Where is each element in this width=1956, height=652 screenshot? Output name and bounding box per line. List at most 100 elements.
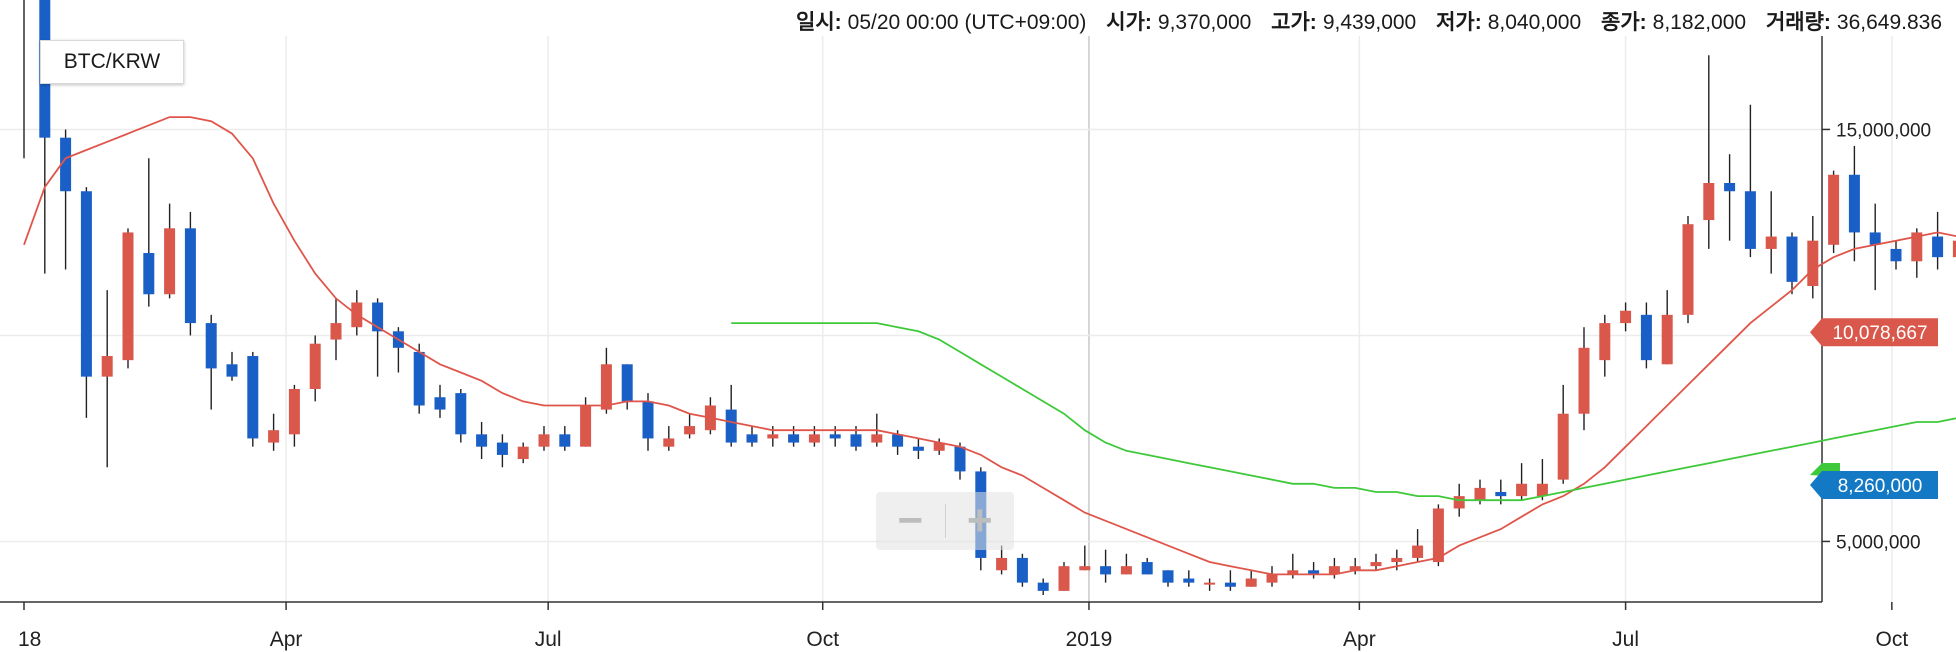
price-badge-label: 8,260,000 [1838, 476, 1923, 497]
candle-body [1204, 582, 1216, 585]
zoom-divider [944, 504, 946, 538]
candle-body [933, 442, 945, 451]
moving-average-red [23, 116, 1956, 576]
candle-body [1058, 566, 1070, 591]
zoom-in-button[interactable]: + [966, 496, 993, 545]
zoom-control: − + [876, 492, 1014, 550]
x-tick-label: Oct [806, 628, 839, 651]
price-badge [1810, 471, 1938, 499]
candle-body [580, 405, 592, 447]
candle-body [226, 364, 238, 377]
candle-body [1765, 236, 1777, 249]
candle-body [143, 253, 155, 295]
candle-body [912, 446, 924, 451]
candle-body [1744, 191, 1756, 249]
close-label: 종가: [1601, 11, 1647, 34]
open-label: 시가: [1106, 11, 1152, 34]
candle-body [372, 302, 384, 332]
candle-body [788, 434, 800, 443]
x-tick-label: Oct [1876, 628, 1909, 651]
date-label: 일시: [796, 11, 842, 34]
candle-body [164, 228, 176, 295]
candle-body [559, 434, 571, 447]
candle-body [621, 364, 633, 402]
x-tick-label: Jul [1612, 628, 1639, 651]
candle-body [80, 191, 92, 377]
candle-body [1328, 566, 1340, 575]
x-tick-label: 18 [18, 628, 41, 651]
candle-body [1911, 232, 1923, 262]
open-value: 9,370,000 [1157, 11, 1252, 34]
candle-body [1474, 487, 1486, 501]
candle-body [268, 430, 280, 443]
candle-body [642, 401, 654, 439]
candle-body [1682, 224, 1694, 315]
candle-body [1245, 578, 1257, 587]
candle-body [1016, 557, 1028, 583]
candle-body [330, 323, 342, 340]
price-badge [1810, 318, 1938, 347]
candle-body [1661, 314, 1673, 365]
candle-body [538, 434, 550, 447]
candle-body [205, 323, 217, 369]
candle-body [1932, 236, 1944, 258]
date-value: 05/20 00:00 (UTC+09:00) [847, 11, 1087, 34]
candle-body [871, 434, 883, 443]
candle-body [1807, 240, 1819, 286]
candle-body [1266, 574, 1278, 583]
candle-body [1703, 183, 1715, 221]
candle-body [1079, 566, 1091, 571]
high-value: 9,439,000 [1322, 11, 1417, 34]
zoom-out-button[interactable]: − [897, 496, 924, 545]
candle-body [663, 438, 675, 447]
candle-body [517, 446, 529, 460]
candle-body [1100, 566, 1112, 575]
candle-body [1848, 174, 1860, 233]
moving-average-green [731, 322, 1956, 502]
candle-body [1557, 413, 1569, 480]
candle-body [1224, 582, 1236, 587]
candle-body [247, 356, 259, 439]
candle-body [996, 557, 1008, 571]
candle-body [1391, 557, 1403, 563]
candle-body [1412, 545, 1424, 558]
candle-body [1828, 174, 1840, 245]
candle-body [1141, 562, 1153, 575]
candle-body [1495, 492, 1507, 497]
candle-body [309, 343, 321, 389]
candle-body [1349, 566, 1361, 571]
candle-body [725, 409, 737, 443]
candle-body [850, 434, 862, 447]
candle-body [746, 434, 758, 443]
candle-body [1786, 236, 1798, 282]
candle-body [1453, 496, 1465, 509]
ohlc-info-bar: 일시: 05/20 00:00 (UTC+09:00) 시가: 9,370,000 … [782, 6, 1942, 36]
candle-body [413, 351, 425, 406]
candle-body [434, 397, 446, 410]
candle-body [808, 434, 820, 443]
x-tick-label: 2019 [1066, 628, 1113, 651]
candle-body [1183, 578, 1195, 583]
low-value: 8,040,000 [1487, 11, 1582, 34]
candle-body [476, 434, 488, 447]
pair-selector[interactable]: BTC/KRW [40, 40, 184, 84]
candle-body [1432, 508, 1444, 563]
volume-label: 거래량: [1765, 11, 1831, 34]
candle-body [829, 434, 841, 439]
candle-body [1516, 483, 1528, 497]
candle-body [101, 356, 113, 377]
candle-body [184, 228, 196, 324]
candle-body [288, 389, 300, 435]
candle-body [1724, 183, 1736, 192]
candle-body [1162, 570, 1174, 583]
candle-body [1287, 570, 1299, 575]
candle-body [600, 364, 612, 410]
candle-body [1640, 314, 1652, 361]
candle-body [684, 426, 696, 435]
x-tick-label: Jul [535, 628, 562, 651]
candle-body [455, 393, 467, 435]
candle-body [122, 232, 134, 361]
candle-body [1869, 232, 1881, 245]
candle-body [892, 434, 904, 447]
